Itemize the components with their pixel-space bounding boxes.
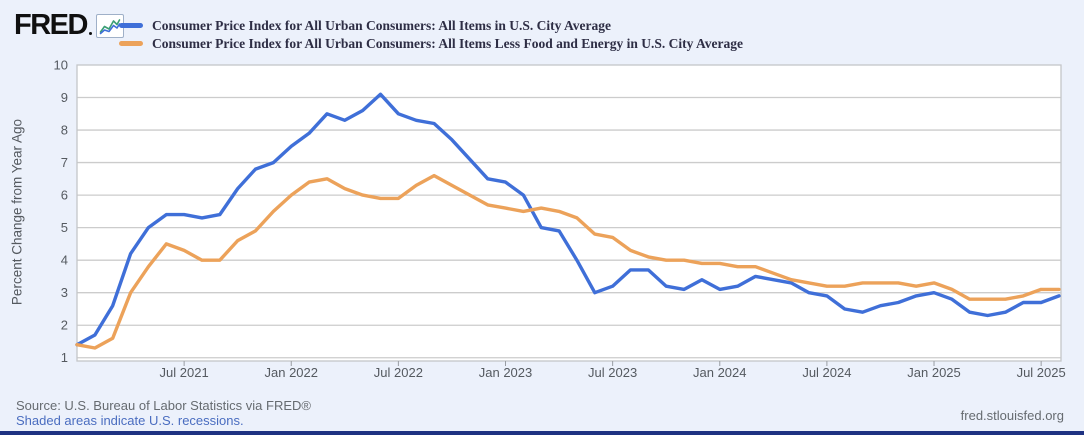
legend-item-core[interactable]: Consumer Price Index for All Urban Consu… [119, 36, 743, 51]
legend-swatch-orange [119, 41, 143, 46]
legend-label: Consumer Price Index for All Urban Consu… [152, 35, 744, 51]
series-line-0[interactable] [75, 92, 1061, 347]
source-text: Source: U.S. Bureau of Labor Statistics … [16, 398, 311, 413]
x-tick-label: Jul 2025 [1017, 365, 1066, 380]
legend-swatch-blue [119, 23, 143, 28]
site-url-text: fred.stlouisfed.org [960, 408, 1064, 423]
plot-frame [76, 64, 1062, 362]
fred-logo-text: FRED [14, 9, 88, 41]
recession-note-link[interactable]: Shaded areas indicate U.S. recessions. [16, 413, 244, 428]
x-tick-label: Jul 2024 [802, 365, 851, 380]
chart-legend: Consumer Price Index for All Urban Consu… [119, 18, 743, 51]
y-tick-label: 8 [61, 123, 68, 138]
x-tick-label: Jan 2022 [265, 365, 319, 380]
y-tick-label: 7 [61, 155, 68, 170]
logo-trademark-dot [88, 32, 92, 35]
y-tick-label: 9 [61, 90, 68, 105]
bottom-accent-bar [0, 431, 1084, 435]
y-tick-label: 2 [61, 318, 68, 333]
fred-logo[interactable]: FRED [14, 11, 124, 40]
series-line-1[interactable] [75, 173, 1061, 350]
y-tick-label: 10 [54, 58, 68, 73]
y-tick-label: 4 [61, 253, 68, 268]
y-tick-label: 5 [61, 220, 68, 235]
y-tick-label: 3 [61, 285, 68, 300]
legend-label: Consumer Price Index for All Urban Consu… [152, 17, 611, 33]
x-tick-label: Jul 2022 [374, 365, 423, 380]
x-tick-label: Jan 2025 [907, 365, 961, 380]
plot-background [77, 65, 1061, 361]
legend-item-all-items[interactable]: Consumer Price Index for All Urban Consu… [119, 18, 743, 33]
x-tick-label: Jan 2024 [693, 365, 747, 380]
x-tick-label: Jan 2023 [479, 365, 533, 380]
x-tick-label: Jul 2021 [160, 365, 209, 380]
y-tick-label: 6 [61, 188, 68, 203]
x-tick-label: Jul 2023 [588, 365, 637, 380]
y-tick-label: 1 [61, 350, 68, 365]
